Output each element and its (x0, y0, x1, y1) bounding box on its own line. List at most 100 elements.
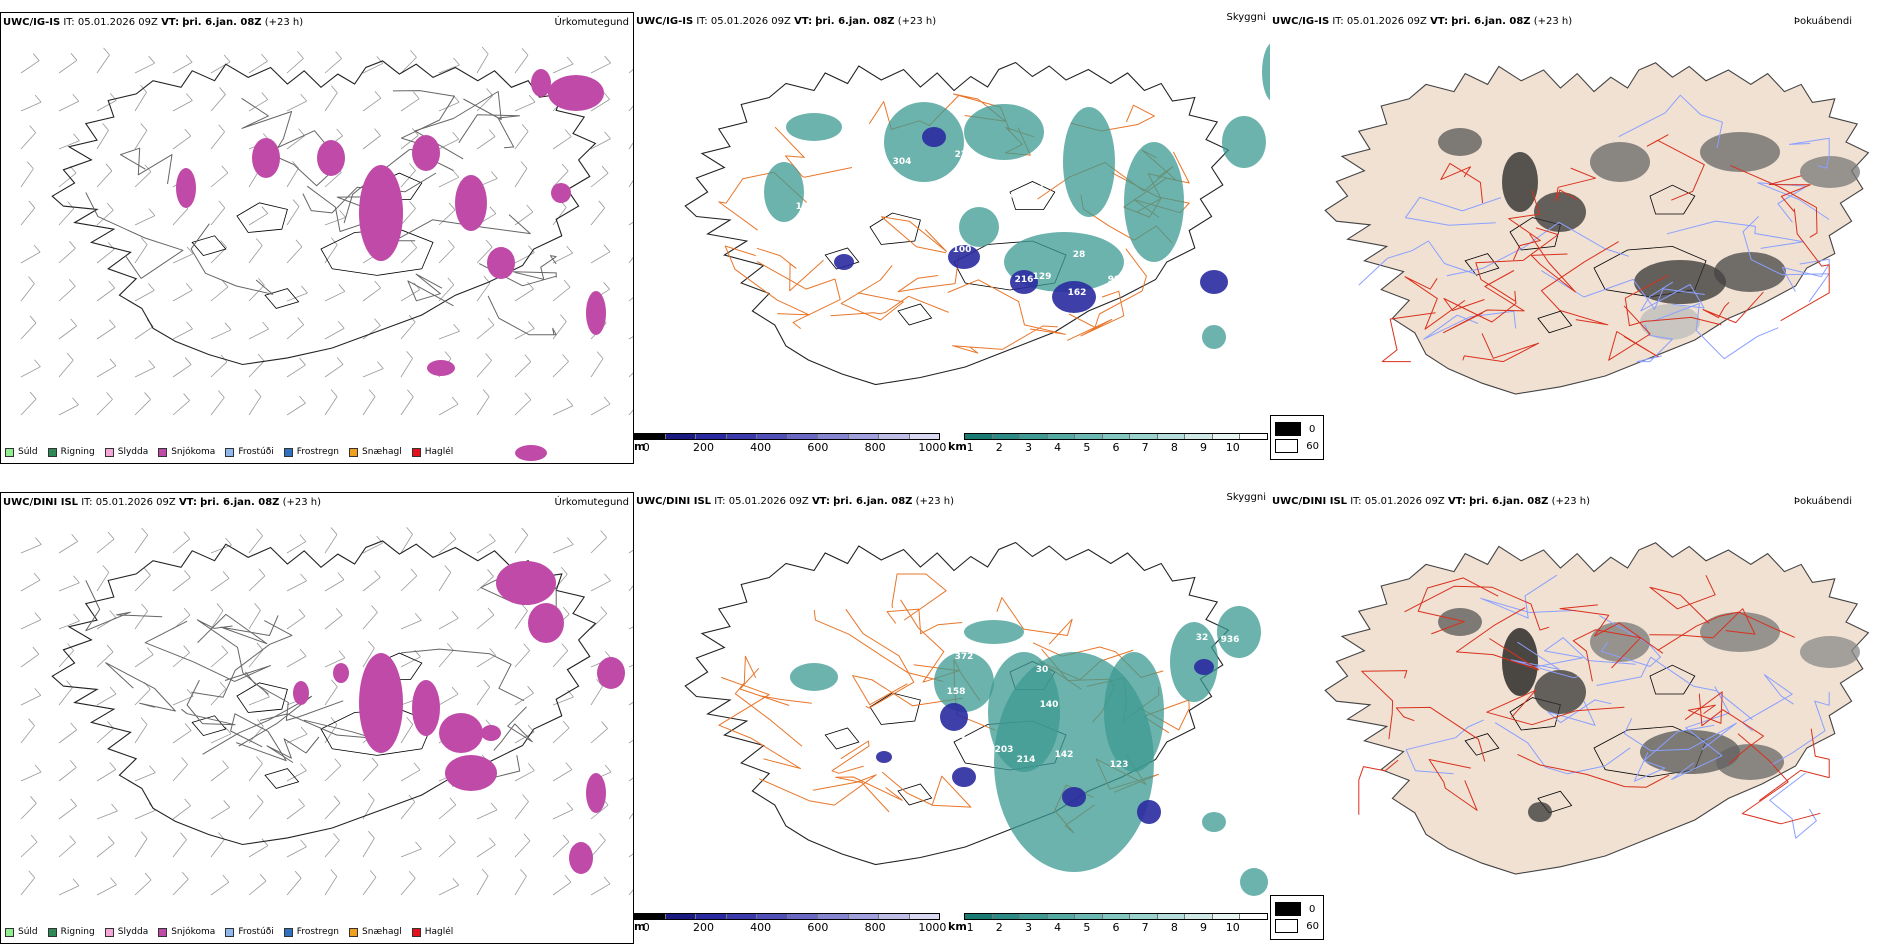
wind-barb (514, 534, 529, 554)
wind-barb (134, 130, 148, 150)
wind-barb (324, 840, 340, 858)
wind-barb (476, 360, 492, 378)
title-model: UWC/IG-IS (636, 16, 694, 27)
wind-barb-flag (481, 868, 489, 877)
wind-barb-flag (32, 646, 40, 655)
colorbar-tick: 4 (1054, 441, 1062, 454)
wind-barb-flag (140, 123, 148, 131)
wind-barb (134, 772, 156, 782)
wind-barb-flag (406, 351, 413, 359)
visibility-unit: km (948, 920, 967, 933)
wind-barb (362, 612, 378, 630)
wind-barb (628, 739, 633, 744)
wind-barb (552, 63, 574, 74)
wind-barb-flag (218, 124, 225, 132)
wind-barb (134, 838, 148, 858)
legend-swatch (47, 447, 57, 457)
colorbar-tick: 200 (692, 441, 714, 454)
road (196, 619, 269, 695)
glacier-outline (236, 202, 288, 233)
wind-barb (20, 251, 41, 264)
colorbar-step (726, 914, 757, 919)
wind-barb-flag (220, 240, 227, 248)
wind-barb (514, 692, 534, 706)
wind-barb (96, 399, 113, 416)
wind-barb (362, 63, 383, 74)
legend-swatch (158, 447, 168, 457)
road (1737, 733, 1821, 825)
legend-item: Snjókoma (158, 447, 215, 457)
legend-swatch (225, 927, 235, 937)
wind-barb-flag (29, 125, 36, 133)
wind-barb (552, 170, 569, 188)
colorbar-step (848, 914, 879, 919)
wind-barb-flag (185, 282, 193, 291)
wind-barb-flag (522, 794, 529, 802)
title-valid-label: VT: (794, 16, 813, 27)
colorbar-step (1212, 914, 1241, 919)
wind-barb-flag (73, 133, 80, 142)
wind-barb (400, 534, 413, 554)
cloud-base-label: 123 (1110, 760, 1129, 770)
colorbar-tick: 1000 (918, 921, 947, 934)
wind-barb-flag (333, 795, 341, 804)
title-init: IT: 05.01.2026 09Z (714, 496, 809, 507)
wind-barb (438, 884, 459, 896)
wind-barb (248, 845, 269, 858)
title-lead: (+23 h) (1551, 496, 1591, 507)
legend-swatch (411, 447, 421, 457)
wind-barb (20, 168, 34, 188)
wind-barb-flag (333, 833, 340, 841)
wind-barb (96, 54, 110, 74)
colorbar-tick: 7 (1141, 441, 1149, 454)
colorbar-step (1185, 914, 1213, 919)
wind-barb (210, 652, 228, 668)
wind-barb-flag (414, 613, 422, 621)
wind-barb-flag (374, 570, 381, 578)
wind-barb (210, 172, 229, 188)
cloudbase-colorbar: 0 200 400 600 800 1000 (634, 433, 946, 454)
wind-barb-flag (148, 360, 156, 368)
wind-barb-flag (183, 607, 191, 616)
wind-barb-flag (449, 531, 457, 540)
wind-barb-flag (33, 244, 41, 253)
wind-barb-flag (254, 389, 262, 397)
glacier-outline (264, 288, 300, 309)
wind-barb-flag (219, 87, 226, 95)
legend-item: Snæhagl (349, 927, 402, 937)
title-lead: (+23 h) (282, 497, 322, 508)
wind-barb-flag (371, 605, 378, 613)
river (1789, 137, 1830, 169)
wind-barb-flag (108, 319, 116, 328)
wind-barb (324, 244, 338, 264)
wind-barb-flag (34, 612, 42, 620)
wind-barb (286, 846, 307, 858)
glacier-outline (1009, 181, 1056, 210)
road (1768, 175, 1811, 212)
wind-barb (324, 216, 346, 226)
wind-barb (172, 730, 192, 744)
wind-barb-flag (596, 679, 603, 687)
fog-legend-row: 0 (1275, 902, 1319, 916)
river (1623, 718, 1737, 752)
colorbar-step (757, 914, 788, 919)
legend-item: Frostúði (225, 447, 274, 457)
legend-label: Rigning (60, 447, 95, 457)
wind-barb-flag (261, 206, 269, 214)
wind-barb (438, 693, 459, 706)
wind-barb-flag (73, 575, 80, 584)
road (245, 671, 344, 721)
wind-barb (324, 579, 345, 592)
wind-barb-flag (297, 51, 304, 59)
wind-barb (210, 207, 226, 226)
wind-barb-flag (28, 200, 36, 209)
wind-barb (210, 131, 225, 150)
wind-barb (514, 54, 529, 74)
wind-barb (134, 171, 152, 188)
legend-label: Rigning (60, 927, 95, 937)
cloud-base-label: 203 (995, 745, 1014, 755)
wind-barb (552, 252, 573, 264)
wind-barb-flag (109, 762, 117, 770)
wind-barb-flag (146, 647, 154, 655)
wind-barb (552, 650, 569, 668)
